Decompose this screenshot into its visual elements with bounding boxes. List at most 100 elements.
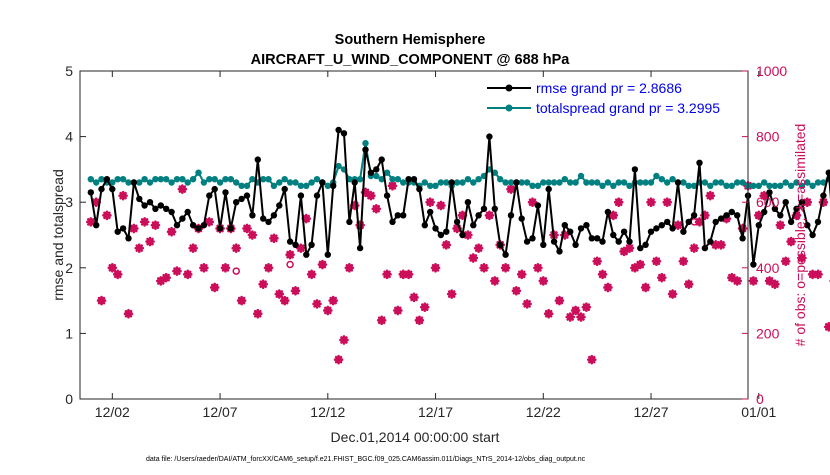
totalspread-point	[647, 179, 655, 186]
obs-assimilated-point	[786, 236, 796, 247]
obs-assimilated-point	[603, 282, 613, 293]
rmse-point	[550, 238, 558, 245]
obs-assimilated-point	[576, 312, 586, 322]
obs-possible-point	[286, 260, 294, 269]
totalspread-point	[98, 176, 105, 183]
rmse-point	[497, 241, 504, 248]
obs-assimilated-point	[279, 295, 290, 306]
rmse-point	[254, 156, 261, 163]
rmse-point	[567, 228, 574, 235]
obs-assimilated-point	[721, 213, 732, 224]
rmse-point	[292, 241, 299, 248]
rmse-point	[227, 225, 234, 232]
y-tick-label-right: 800	[756, 129, 780, 145]
rmse-point	[701, 244, 709, 252]
rmse-point	[696, 159, 703, 166]
totalspread-line	[90, 142, 830, 187]
totalspread-point	[561, 176, 568, 183]
rmse-point	[728, 208, 735, 216]
rmse-point	[626, 238, 633, 245]
rmse-point	[707, 238, 714, 245]
y-tick-label-left: 1	[65, 325, 73, 341]
obs-assimilated-point	[199, 262, 209, 273]
rmse-point	[804, 222, 811, 229]
rmse-point	[723, 212, 730, 219]
totalspread-point	[146, 179, 154, 186]
obs-assimilated-point	[274, 289, 285, 299]
obs-assimilated-point	[748, 276, 759, 286]
rmse-point	[777, 212, 784, 219]
obs-assimilated-point	[102, 210, 112, 221]
totalspread-point	[550, 179, 558, 186]
totalspread-point	[556, 179, 563, 186]
totalspread-point	[394, 176, 401, 183]
obs-assimilated-point	[797, 253, 807, 263]
rmse-point	[793, 205, 800, 212]
y-axis-right-label: # of obs: o=possible; ∗=assimilated	[792, 124, 808, 347]
y-tick-label-left: 5	[65, 63, 73, 79]
obs-assimilated-point	[425, 197, 435, 207]
totalspread-point	[238, 182, 245, 189]
totalspread-point	[658, 176, 665, 183]
rmse-point	[637, 244, 644, 252]
totalspread-point	[529, 182, 536, 189]
rmse-point	[599, 238, 606, 245]
rmse-point	[642, 241, 649, 248]
totalspread-point	[443, 179, 450, 186]
rmse-point	[389, 218, 396, 226]
obs-assimilated-point	[263, 262, 274, 273]
rmse-point	[453, 218, 461, 226]
rmse-point	[286, 238, 294, 245]
rmse-point	[119, 225, 127, 232]
obs-assimilated-point	[538, 276, 549, 286]
rmse-point	[437, 231, 445, 239]
rmse-point	[448, 179, 455, 186]
rmse-point	[260, 215, 267, 222]
obs-assimilated-point	[473, 243, 484, 253]
rmse-point	[523, 238, 531, 245]
obs-assimilated-point	[118, 190, 128, 201]
obs-assimilated-point	[252, 308, 263, 319]
totalspread-point	[114, 176, 121, 183]
totalspread-point	[362, 140, 369, 147]
rmse-point	[93, 222, 100, 229]
x-tick-label: 01/01	[741, 404, 776, 420]
totalspread-point	[787, 182, 795, 189]
totalspread-point	[540, 179, 547, 186]
legend-marker-totalspread	[505, 104, 513, 112]
rmse-point	[373, 166, 380, 173]
totalspread-point	[195, 169, 202, 176]
rmse-point	[761, 208, 768, 216]
obs-assimilated-point	[506, 184, 516, 194]
rmse-point	[427, 208, 434, 216]
obs-assimilated-point	[242, 223, 252, 234]
obs-assimilated-point	[500, 262, 511, 273]
totalspread-point	[599, 182, 606, 189]
totalspread-point	[475, 176, 482, 183]
totalspread-point	[734, 179, 741, 186]
rmse-point	[416, 185, 423, 193]
rmse-point	[491, 205, 498, 212]
rmse-point	[486, 133, 493, 140]
rmse-point	[109, 185, 116, 193]
totalspread-point	[276, 179, 283, 186]
obs-assimilated-point	[290, 285, 301, 296]
totalspread-point	[324, 182, 331, 189]
totalspread-point	[184, 179, 191, 186]
totalspread-point	[93, 179, 100, 186]
totalspread-point	[173, 176, 181, 183]
obs-assimilated-point	[134, 243, 145, 253]
obs-assimilated-point	[565, 312, 576, 322]
obs-assimilated-point	[727, 272, 737, 283]
obs-assimilated-point	[393, 305, 403, 316]
obs-assimilated-point	[129, 223, 139, 234]
obs-assimilated-point	[312, 299, 322, 309]
obs-assimilated-point	[683, 279, 694, 290]
obs-assimilated-point	[112, 269, 123, 280]
rmse-point	[583, 222, 590, 229]
rmse-point	[184, 208, 191, 216]
totalspread-point	[518, 179, 525, 186]
obs-assimilated-point	[382, 269, 392, 280]
obs-assimilated-point	[516, 269, 527, 280]
obs-assimilated-point	[522, 299, 532, 309]
